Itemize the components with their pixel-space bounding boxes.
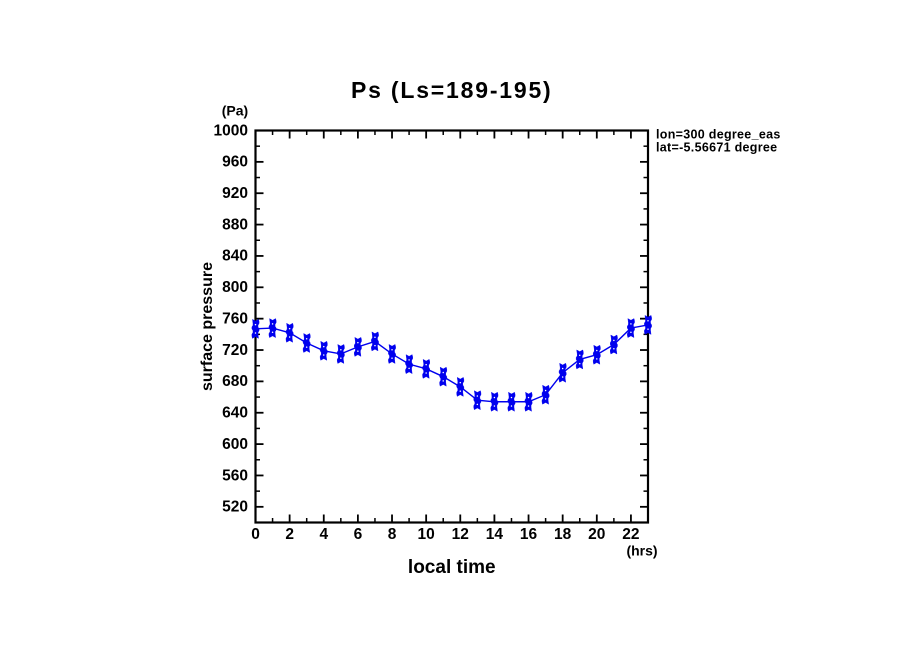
svg-text:lon=300 degree_eas: lon=300 degree_eas: [656, 128, 781, 142]
svg-text:6: 6: [354, 526, 363, 543]
svg-text:Ps (Ls=189-195): Ps (Ls=189-195): [351, 77, 553, 103]
svg-text:12: 12: [452, 526, 469, 543]
svg-text:local time: local time: [408, 557, 496, 578]
svg-text:(hrs): (hrs): [626, 543, 657, 559]
svg-text:1000: 1000: [214, 122, 248, 139]
svg-text:22: 22: [622, 526, 639, 543]
svg-text:520: 520: [222, 499, 248, 516]
svg-text:10: 10: [418, 526, 435, 543]
svg-text:16: 16: [520, 526, 538, 543]
svg-text:0: 0: [251, 526, 260, 543]
svg-text:920: 920: [222, 185, 248, 202]
svg-text:960: 960: [222, 154, 248, 171]
svg-text:8: 8: [388, 526, 397, 543]
svg-text:(Pa): (Pa): [222, 103, 248, 119]
svg-text:560: 560: [222, 467, 248, 484]
svg-text:2: 2: [285, 526, 294, 543]
svg-text:18: 18: [554, 526, 572, 543]
svg-text:4: 4: [319, 526, 328, 543]
svg-text:14: 14: [486, 526, 504, 543]
svg-text:surface pressure: surface pressure: [199, 262, 216, 391]
svg-text:800: 800: [222, 279, 248, 296]
svg-text:640: 640: [222, 405, 248, 422]
svg-text:760: 760: [222, 310, 248, 327]
svg-text:720: 720: [222, 342, 248, 359]
svg-text:680: 680: [222, 373, 248, 390]
svg-text:880: 880: [222, 216, 248, 233]
svg-text:20: 20: [588, 526, 605, 543]
svg-text:840: 840: [222, 248, 248, 265]
svg-text:lat=-5.56671 degree: lat=-5.56671 degree: [656, 141, 777, 155]
svg-text:600: 600: [222, 436, 248, 453]
